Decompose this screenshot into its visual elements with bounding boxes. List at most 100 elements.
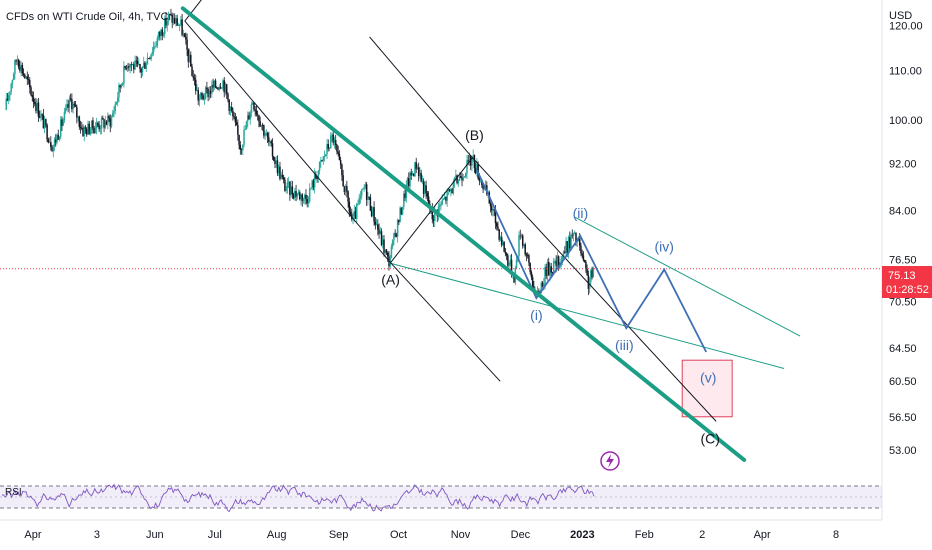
candle-body[interactable]	[471, 156, 473, 166]
candle-body[interactable]	[323, 156, 326, 158]
candle-body[interactable]	[118, 84, 120, 98]
candle-body[interactable]	[42, 115, 45, 129]
candle-body[interactable]	[518, 235, 520, 256]
candle-body[interactable]	[446, 190, 448, 201]
candle-body[interactable]	[142, 62, 145, 67]
candle-body[interactable]	[33, 102, 36, 104]
candle-body[interactable]	[85, 128, 88, 135]
candle-body[interactable]	[183, 33, 186, 37]
candle-body[interactable]	[379, 231, 382, 234]
candle-body[interactable]	[259, 121, 261, 127]
candle-body[interactable]	[250, 104, 253, 113]
candle-body[interactable]	[495, 223, 498, 227]
candle-body[interactable]	[116, 97, 119, 102]
candle-body[interactable]	[251, 102, 254, 105]
candle-body[interactable]	[185, 36, 187, 40]
candle-body[interactable]	[479, 180, 482, 182]
candle-body[interactable]	[363, 187, 365, 189]
candle-body[interactable]	[458, 176, 461, 181]
candle-body[interactable]	[380, 231, 383, 245]
candle-body[interactable]	[254, 109, 256, 111]
candle-body[interactable]	[212, 84, 214, 88]
candle-body[interactable]	[422, 180, 425, 194]
candle-body[interactable]	[328, 148, 331, 149]
candle-body[interactable]	[98, 125, 100, 130]
candle-body[interactable]	[190, 54, 192, 67]
candle-body[interactable]	[77, 116, 79, 118]
candle-body[interactable]	[342, 175, 344, 187]
candle-body[interactable]	[269, 141, 271, 143]
candle-body[interactable]	[415, 162, 417, 170]
target-zone-box[interactable]	[681, 359, 733, 418]
candles-layer[interactable]	[5, 8, 595, 298]
candle-body[interactable]	[515, 259, 518, 268]
candle-body[interactable]	[145, 64, 147, 69]
candle-body[interactable]	[408, 178, 410, 187]
candle-body[interactable]	[417, 167, 420, 177]
candle-body[interactable]	[61, 119, 63, 126]
candle-body[interactable]	[295, 191, 297, 197]
candle-body[interactable]	[41, 114, 43, 116]
candle-body[interactable]	[160, 29, 162, 36]
candle-body[interactable]	[180, 19, 182, 25]
candle-body[interactable]	[513, 274, 515, 283]
candle-body[interactable]	[421, 180, 424, 182]
candle-body[interactable]	[146, 58, 149, 65]
candle-body[interactable]	[94, 128, 97, 133]
candle-body[interactable]	[198, 98, 201, 101]
candle-body[interactable]	[453, 177, 456, 182]
candle-body[interactable]	[378, 229, 380, 234]
candle-body[interactable]	[404, 193, 406, 198]
candle-body[interactable]	[93, 128, 95, 133]
candle-body[interactable]	[285, 188, 287, 191]
candle-body[interactable]	[450, 189, 452, 191]
candle-body[interactable]	[173, 18, 176, 24]
alert-button[interactable]	[600, 451, 620, 471]
candle-body[interactable]	[337, 151, 339, 154]
candle-body[interactable]	[171, 14, 173, 23]
candle-body[interactable]	[465, 173, 467, 177]
candle-body[interactable]	[467, 160, 469, 162]
candle-body[interactable]	[448, 189, 451, 191]
candle-body[interactable]	[218, 86, 221, 90]
candle-body[interactable]	[362, 188, 364, 190]
candle-body[interactable]	[97, 122, 99, 126]
candle-body[interactable]	[263, 125, 265, 136]
candle-body[interactable]	[305, 194, 307, 200]
candle-body[interactable]	[396, 220, 399, 237]
candle-body[interactable]	[43, 119, 46, 129]
candle-body[interactable]	[569, 237, 571, 249]
candle-body[interactable]	[353, 211, 356, 217]
candle-body[interactable]	[315, 174, 317, 179]
candle-body[interactable]	[66, 104, 68, 109]
candle-body[interactable]	[279, 166, 281, 180]
time-axis[interactable]: Apr 3 Jun Jul Aug Sep Oct Nov Dec 2023 Feb 2 Apr 8	[24, 529, 839, 541]
candle-body[interactable]	[484, 185, 487, 187]
candle-body[interactable]	[159, 31, 161, 36]
candle-body[interactable]	[135, 60, 138, 62]
candle-body[interactable]	[497, 226, 499, 230]
candle-body[interactable]	[19, 66, 21, 71]
candle-body[interactable]	[580, 245, 582, 254]
candle-body[interactable]	[155, 45, 157, 47]
candle-body[interactable]	[358, 198, 360, 204]
candle-body[interactable]	[482, 185, 484, 190]
candle-body[interactable]	[556, 256, 559, 267]
candle-body[interactable]	[585, 262, 587, 269]
candle-body[interactable]	[209, 90, 212, 94]
candle-body[interactable]	[291, 186, 294, 195]
candle-body[interactable]	[181, 19, 183, 36]
candle-body[interactable]	[62, 120, 64, 126]
candle-body[interactable]	[394, 233, 396, 235]
candle-body[interactable]	[468, 155, 471, 162]
candle-body[interactable]	[322, 156, 325, 161]
candle-body[interactable]	[151, 51, 154, 54]
candle-body[interactable]	[333, 140, 336, 143]
candle-body[interactable]	[194, 79, 197, 91]
candle-body[interactable]	[232, 110, 234, 117]
upper-trendline[interactable]	[574, 216, 801, 337]
candle-body[interactable]	[325, 154, 327, 157]
candle-body[interactable]	[63, 111, 66, 121]
candle-body[interactable]	[505, 253, 508, 256]
candle-body[interactable]	[193, 77, 196, 80]
